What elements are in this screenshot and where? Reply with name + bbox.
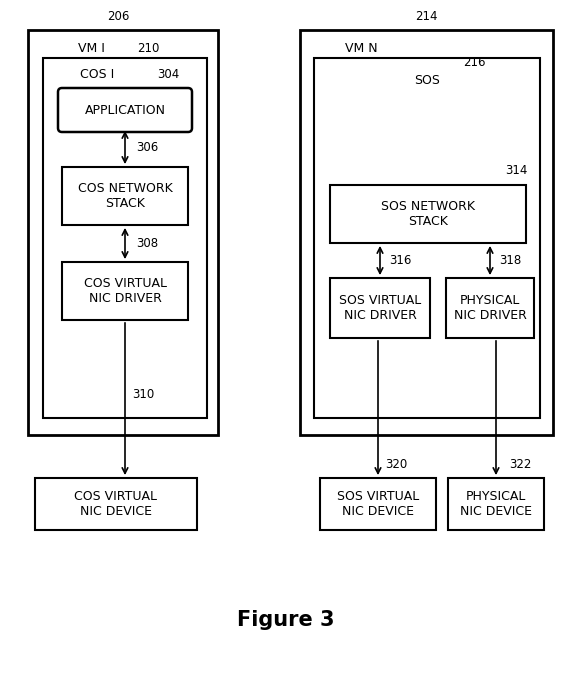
Text: 318: 318 <box>499 254 521 267</box>
Text: SOS NETWORK
STACK: SOS NETWORK STACK <box>381 200 475 228</box>
Text: SOS VIRTUAL
NIC DRIVER: SOS VIRTUAL NIC DRIVER <box>339 294 421 322</box>
Text: 316: 316 <box>389 254 411 267</box>
Bar <box>320 478 436 530</box>
Bar <box>314 58 540 418</box>
Text: COS VIRTUAL
NIC DRIVER: COS VIRTUAL NIC DRIVER <box>84 277 166 305</box>
Text: 320: 320 <box>385 458 407 471</box>
Text: COS I: COS I <box>80 68 114 81</box>
Text: 216: 216 <box>463 56 485 68</box>
Bar <box>446 278 534 338</box>
Bar <box>448 478 544 530</box>
Bar <box>28 30 218 435</box>
Text: 306: 306 <box>136 141 158 154</box>
Text: 206: 206 <box>107 9 129 22</box>
Text: 210: 210 <box>137 41 159 54</box>
Text: PHYSICAL
NIC DRIVER: PHYSICAL NIC DRIVER <box>454 294 526 322</box>
Bar <box>330 278 430 338</box>
Text: 310: 310 <box>132 388 154 401</box>
FancyBboxPatch shape <box>58 88 192 132</box>
Text: COS NETWORK
STACK: COS NETWORK STACK <box>78 182 172 210</box>
Bar <box>35 478 197 530</box>
Bar <box>43 58 207 418</box>
Text: PHYSICAL
NIC DEVICE: PHYSICAL NIC DEVICE <box>460 490 532 518</box>
Text: VM N: VM N <box>345 41 378 54</box>
Text: SOS: SOS <box>414 73 440 87</box>
Text: COS VIRTUAL
NIC DEVICE: COS VIRTUAL NIC DEVICE <box>74 490 157 518</box>
Bar <box>330 185 526 243</box>
Text: 304: 304 <box>157 68 179 81</box>
Bar <box>62 167 188 225</box>
Text: VM I: VM I <box>78 41 105 54</box>
Text: 322: 322 <box>509 458 531 471</box>
Bar <box>62 262 188 320</box>
Text: APPLICATION: APPLICATION <box>85 104 165 117</box>
Bar <box>300 30 553 435</box>
Text: 314: 314 <box>505 165 527 178</box>
Text: 308: 308 <box>136 237 158 250</box>
Text: Figure 3: Figure 3 <box>237 610 335 630</box>
Text: 214: 214 <box>415 9 437 22</box>
Text: SOS VIRTUAL
NIC DEVICE: SOS VIRTUAL NIC DEVICE <box>337 490 419 518</box>
